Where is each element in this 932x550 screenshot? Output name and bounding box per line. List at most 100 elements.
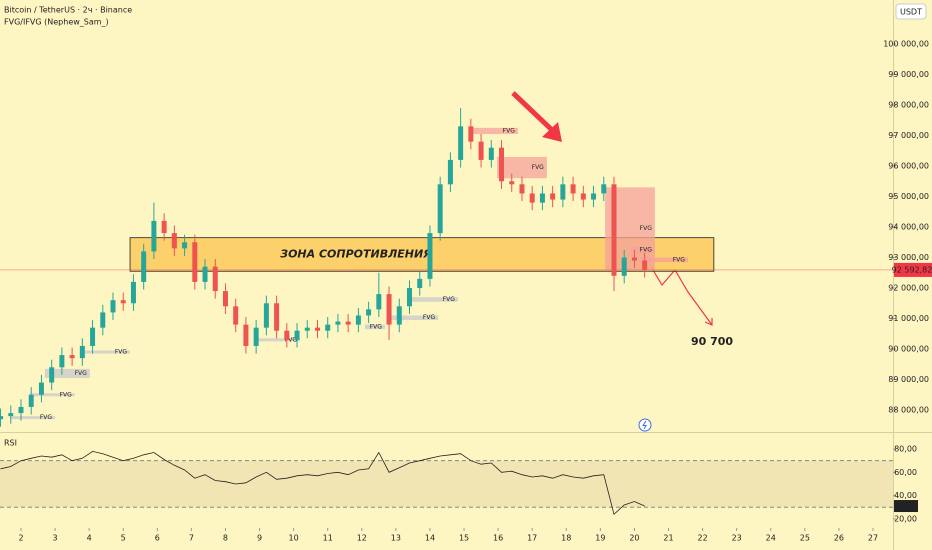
- candle-body: [8, 413, 14, 417]
- last-price-tag: [894, 262, 932, 277]
- fvg-label: FVG: [673, 256, 686, 263]
- candle-body: [100, 312, 106, 328]
- fvg-zone: [44, 368, 90, 378]
- y-tick-label: 91 000,00: [888, 314, 929, 323]
- fvg-zone: [364, 324, 385, 330]
- x-tick-label: 18: [561, 534, 571, 543]
- y-tick-label: 95 000,00: [888, 192, 929, 201]
- candle-body: [325, 324, 331, 331]
- x-tick-label: 2: [18, 534, 23, 543]
- candle-body: [90, 327, 96, 346]
- fvg-label: FVG: [40, 414, 53, 421]
- candle-body: [233, 306, 239, 325]
- candle-body: [120, 300, 126, 304]
- x-tick-label: 27: [868, 534, 878, 543]
- candle-body: [417, 278, 423, 289]
- candle-body: [591, 193, 597, 200]
- x-tick-label: 7: [189, 534, 194, 543]
- fvg-label: FVG: [640, 225, 653, 232]
- fvg-label: FVG: [640, 246, 653, 253]
- candle-body: [386, 294, 392, 325]
- y-tick-label: 96 000,00: [888, 162, 929, 171]
- x-tick-label: 6: [155, 534, 160, 543]
- currency-box[interactable]: [895, 3, 927, 20]
- candle-body: [263, 303, 269, 328]
- y-tick-label: 99 000,00: [888, 70, 929, 79]
- candle-body: [274, 303, 280, 331]
- fvg-zone: [255, 338, 301, 342]
- projection-head: [704, 318, 713, 326]
- x-tick-label: 14: [425, 534, 435, 543]
- candle-body: [182, 242, 188, 249]
- candle-body: [202, 266, 208, 282]
- candle-body: [642, 260, 648, 270]
- fvg-zone: [29, 393, 75, 397]
- candle-body: [488, 147, 494, 160]
- x-tick-label: 3: [53, 534, 58, 543]
- fvg-label: FVG: [532, 164, 545, 171]
- x-tick-label: 4: [87, 534, 92, 543]
- fvg-zone: [390, 315, 439, 321]
- y-tick-label: 94 000,00: [888, 223, 929, 232]
- candle-body: [18, 406, 24, 414]
- candle-body: [447, 159, 453, 185]
- x-tick-label: 19: [595, 534, 605, 543]
- fvg-label: FVG: [60, 391, 73, 398]
- candle-body: [621, 257, 627, 276]
- annotation: 90 700: [691, 335, 733, 348]
- candle-body: [171, 233, 177, 249]
- x-tick-label: 21: [663, 534, 673, 543]
- candle-body: [437, 184, 443, 234]
- y-tick-label: 88 000,00: [888, 406, 929, 415]
- candle-body: [161, 220, 167, 234]
- candle-body: [580, 193, 586, 200]
- fvg-zone: [409, 297, 458, 302]
- candle-body: [631, 257, 637, 261]
- candle-body: [529, 193, 535, 203]
- x-tick-label: 20: [629, 534, 639, 543]
- fvg-zone: [497, 156, 547, 179]
- rsi-tick-label: 60,00: [894, 468, 917, 477]
- x-tick-label: 12: [357, 534, 367, 543]
- y-tick-label: 100 000,00: [883, 40, 929, 49]
- y-tick-label: 90 000,00: [888, 345, 929, 354]
- candle-body: [519, 184, 525, 194]
- y-tick-label: 98 000,00: [888, 101, 929, 110]
- x-tick-label: 25: [800, 534, 810, 543]
- fvg-zone: [469, 127, 518, 134]
- candle-body: [253, 327, 259, 346]
- candle-body: [243, 324, 249, 346]
- arrow: [511, 91, 554, 132]
- x-tick-label: 13: [391, 534, 401, 543]
- candle-body: [69, 355, 75, 359]
- currency[interactable]: USDT: [900, 8, 922, 17]
- candle-body: [0, 416, 4, 420]
- candle-body: [141, 251, 147, 282]
- fvg-label: FVG: [503, 127, 516, 134]
- event-bolt: [642, 420, 647, 430]
- y-tick-label: 93 000,00: [888, 253, 929, 262]
- candle-body: [304, 327, 310, 331]
- fvg-zone: [10, 416, 56, 420]
- candle-body: [335, 321, 341, 325]
- rsi-value-tag: [894, 500, 918, 513]
- candle-body: [478, 141, 484, 160]
- fvg-label: FVG: [443, 296, 456, 303]
- x-tick-label: 11: [323, 534, 333, 543]
- last-price-label: 92 592,82: [892, 265, 932, 274]
- fvg-label: FVG: [115, 349, 128, 356]
- fvg-zone: [85, 350, 131, 354]
- x-tick-label: 16: [493, 534, 503, 543]
- candle-body: [192, 242, 198, 282]
- x-tick-label: 5: [121, 534, 126, 543]
- candle-body: [59, 355, 65, 368]
- candle-body: [376, 294, 382, 310]
- candle-body: [294, 330, 300, 340]
- rsi-title: RSI: [4, 439, 17, 448]
- fvg-label: FVG: [285, 336, 298, 343]
- candle-body: [366, 309, 372, 316]
- candle-body: [28, 394, 34, 407]
